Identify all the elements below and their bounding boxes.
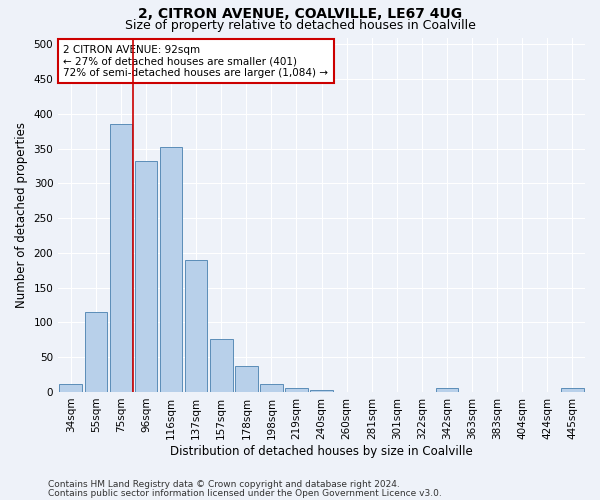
Text: Contains public sector information licensed under the Open Government Licence v3: Contains public sector information licen…: [48, 488, 442, 498]
Bar: [110, 124, 132, 392]
Bar: [260, 384, 283, 392]
X-axis label: Distribution of detached houses by size in Coalville: Distribution of detached houses by size …: [170, 444, 473, 458]
Text: 2 CITRON AVENUE: 92sqm
← 27% of detached houses are smaller (401)
72% of semi-de: 2 CITRON AVENUE: 92sqm ← 27% of detached…: [64, 44, 328, 78]
Bar: [59, 384, 82, 392]
Text: Contains HM Land Registry data © Crown copyright and database right 2024.: Contains HM Land Registry data © Crown c…: [48, 480, 400, 489]
Bar: [134, 161, 157, 392]
Bar: [185, 260, 208, 392]
Bar: [436, 388, 458, 392]
Text: Size of property relative to detached houses in Coalville: Size of property relative to detached ho…: [125, 18, 475, 32]
Bar: [210, 339, 233, 392]
Bar: [235, 366, 257, 392]
Text: 2, CITRON AVENUE, COALVILLE, LE67 4UG: 2, CITRON AVENUE, COALVILLE, LE67 4UG: [138, 8, 462, 22]
Bar: [160, 148, 182, 392]
Bar: [285, 388, 308, 392]
Bar: [310, 390, 333, 392]
Y-axis label: Number of detached properties: Number of detached properties: [15, 122, 28, 308]
Bar: [561, 388, 584, 392]
Bar: [85, 312, 107, 392]
